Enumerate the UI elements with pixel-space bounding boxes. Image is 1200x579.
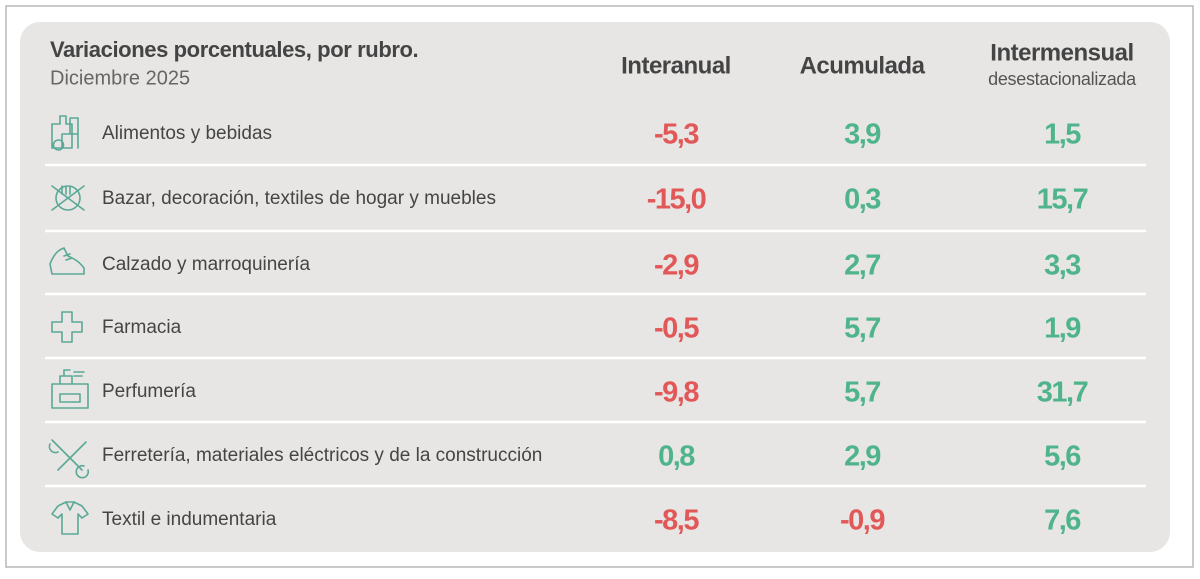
row-icon [51, 369, 89, 409]
value-cell: 31,7 [1037, 377, 1088, 409]
row-icon [49, 247, 85, 275]
subtitle: Diciembre 2025 [50, 67, 190, 89]
row-label: Perfumería [102, 381, 196, 402]
row-icon [48, 439, 90, 479]
value-cell: 5,6 [1044, 441, 1081, 473]
value-cell: 5,7 [844, 313, 880, 345]
row-label: Calzado y marroquinería [102, 254, 310, 275]
value-cell: 0,8 [658, 441, 695, 473]
row-label: Alimentos y bebidas [102, 123, 272, 144]
row-icon [51, 311, 83, 343]
value-cell: 0,3 [844, 184, 881, 216]
value-cell: 5,7 [844, 377, 880, 409]
value-cell: 7,6 [1044, 505, 1081, 537]
value-cell: -8,5 [654, 505, 699, 537]
row-label: Farmacia [102, 317, 182, 338]
column-subheader: desestacionalizada [988, 69, 1137, 89]
row-icon [51, 115, 79, 151]
row-label: Ferretería, materiales eléctricos y de l… [102, 445, 542, 466]
value-cell: -2,9 [654, 250, 699, 282]
value-cell: 1,9 [1044, 313, 1081, 345]
value-cell: -0,5 [654, 313, 699, 345]
row-label: Bazar, decoración, textiles de hogar y m… [102, 188, 496, 209]
column-header: Acumulada [800, 52, 926, 79]
value-cell: -0,9 [840, 505, 885, 537]
row-icon [51, 501, 89, 535]
value-cell: -9,8 [654, 377, 699, 409]
column-header: Intermensual [990, 39, 1133, 66]
value-cell: 3,9 [844, 119, 881, 151]
value-cell: 2,7 [844, 250, 880, 282]
title: Variaciones porcentuales, por rubro. [50, 37, 418, 62]
column-header: Interanual [621, 52, 731, 79]
value-cell: 2,9 [844, 441, 881, 473]
value-cell: -5,3 [654, 119, 699, 151]
row-icon [51, 185, 85, 211]
panel [20, 22, 1170, 552]
value-cell: 3,3 [1044, 250, 1081, 282]
value-cell: 15,7 [1037, 184, 1088, 216]
row-label: Textil e indumentaria [102, 509, 277, 530]
value-cell: 1,5 [1044, 119, 1081, 151]
value-cell: -15,0 [647, 184, 706, 216]
